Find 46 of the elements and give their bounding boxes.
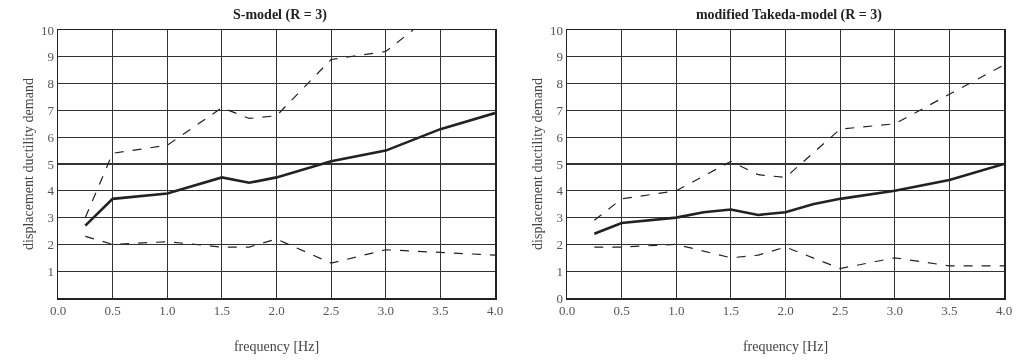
x-tick-label: 1.0 [159,303,176,319]
x-tick-label: 1.0 [668,303,685,319]
x-tick-label: 2.5 [832,303,849,319]
y-tick-label: 3 [556,210,563,226]
y-tick-label: 4 [556,183,564,199]
y-tick-label: 3 [47,210,54,226]
y-tick-label: 6 [47,129,55,145]
y-tick-label: 5 [47,156,54,172]
y-tick-label: 8 [556,76,563,92]
x-tick-label: 2.5 [323,303,340,319]
x-tick-label: 0.0 [558,303,576,319]
x-tick-label: 3.5 [432,303,449,319]
y-tick-label: 7 [47,102,55,118]
line-series [593,64,1004,221]
y-tick-label: 4 [47,183,55,199]
y-tick-label: 9 [47,49,54,65]
y-tick-label: 0 [556,290,563,306]
x-tick-label: 3.5 [941,303,958,319]
x-tick-label: 3.0 [886,303,903,319]
y-tick-label: 8 [47,76,54,92]
y-tick-label: 7 [556,102,564,118]
x-axis-title: frequency [Hz] [742,338,829,354]
y-axis-title: displacement ductility demand [529,78,545,250]
x-tick-label: 2.0 [777,303,794,319]
y-tick-label: 6 [556,129,564,145]
chart-title: modified Takeda-model (R = 3) [695,6,883,23]
y-tick-label: 5 [556,156,563,172]
y-tick-label: 1 [47,263,54,279]
y-tick-label: 2 [47,236,54,252]
y-tick-label: 9 [556,49,563,65]
y-axis-title: displacement ductility demand [20,78,36,250]
x-tick-label: 2.0 [268,303,285,319]
y-tick-label: 2 [556,236,563,252]
y-tick-label: 10 [40,22,54,38]
x-tick-label: 0.5 [104,303,121,319]
x-tick-label: 4.0 [486,303,504,319]
y-tick-label: 10 [549,22,563,38]
x-tick-label: 3.0 [377,303,394,319]
x-tick-label: 1.5 [722,303,740,319]
chart-title: S-model (R = 3) [232,6,328,23]
x-axis-title: frequency [Hz] [233,338,320,354]
y-tick-label: 1 [556,263,563,279]
x-tick-label: 0.0 [49,303,67,319]
x-tick-label: 1.5 [213,303,231,319]
x-tick-label: 4.0 [995,303,1013,319]
x-tick-label: 0.5 [613,303,630,319]
